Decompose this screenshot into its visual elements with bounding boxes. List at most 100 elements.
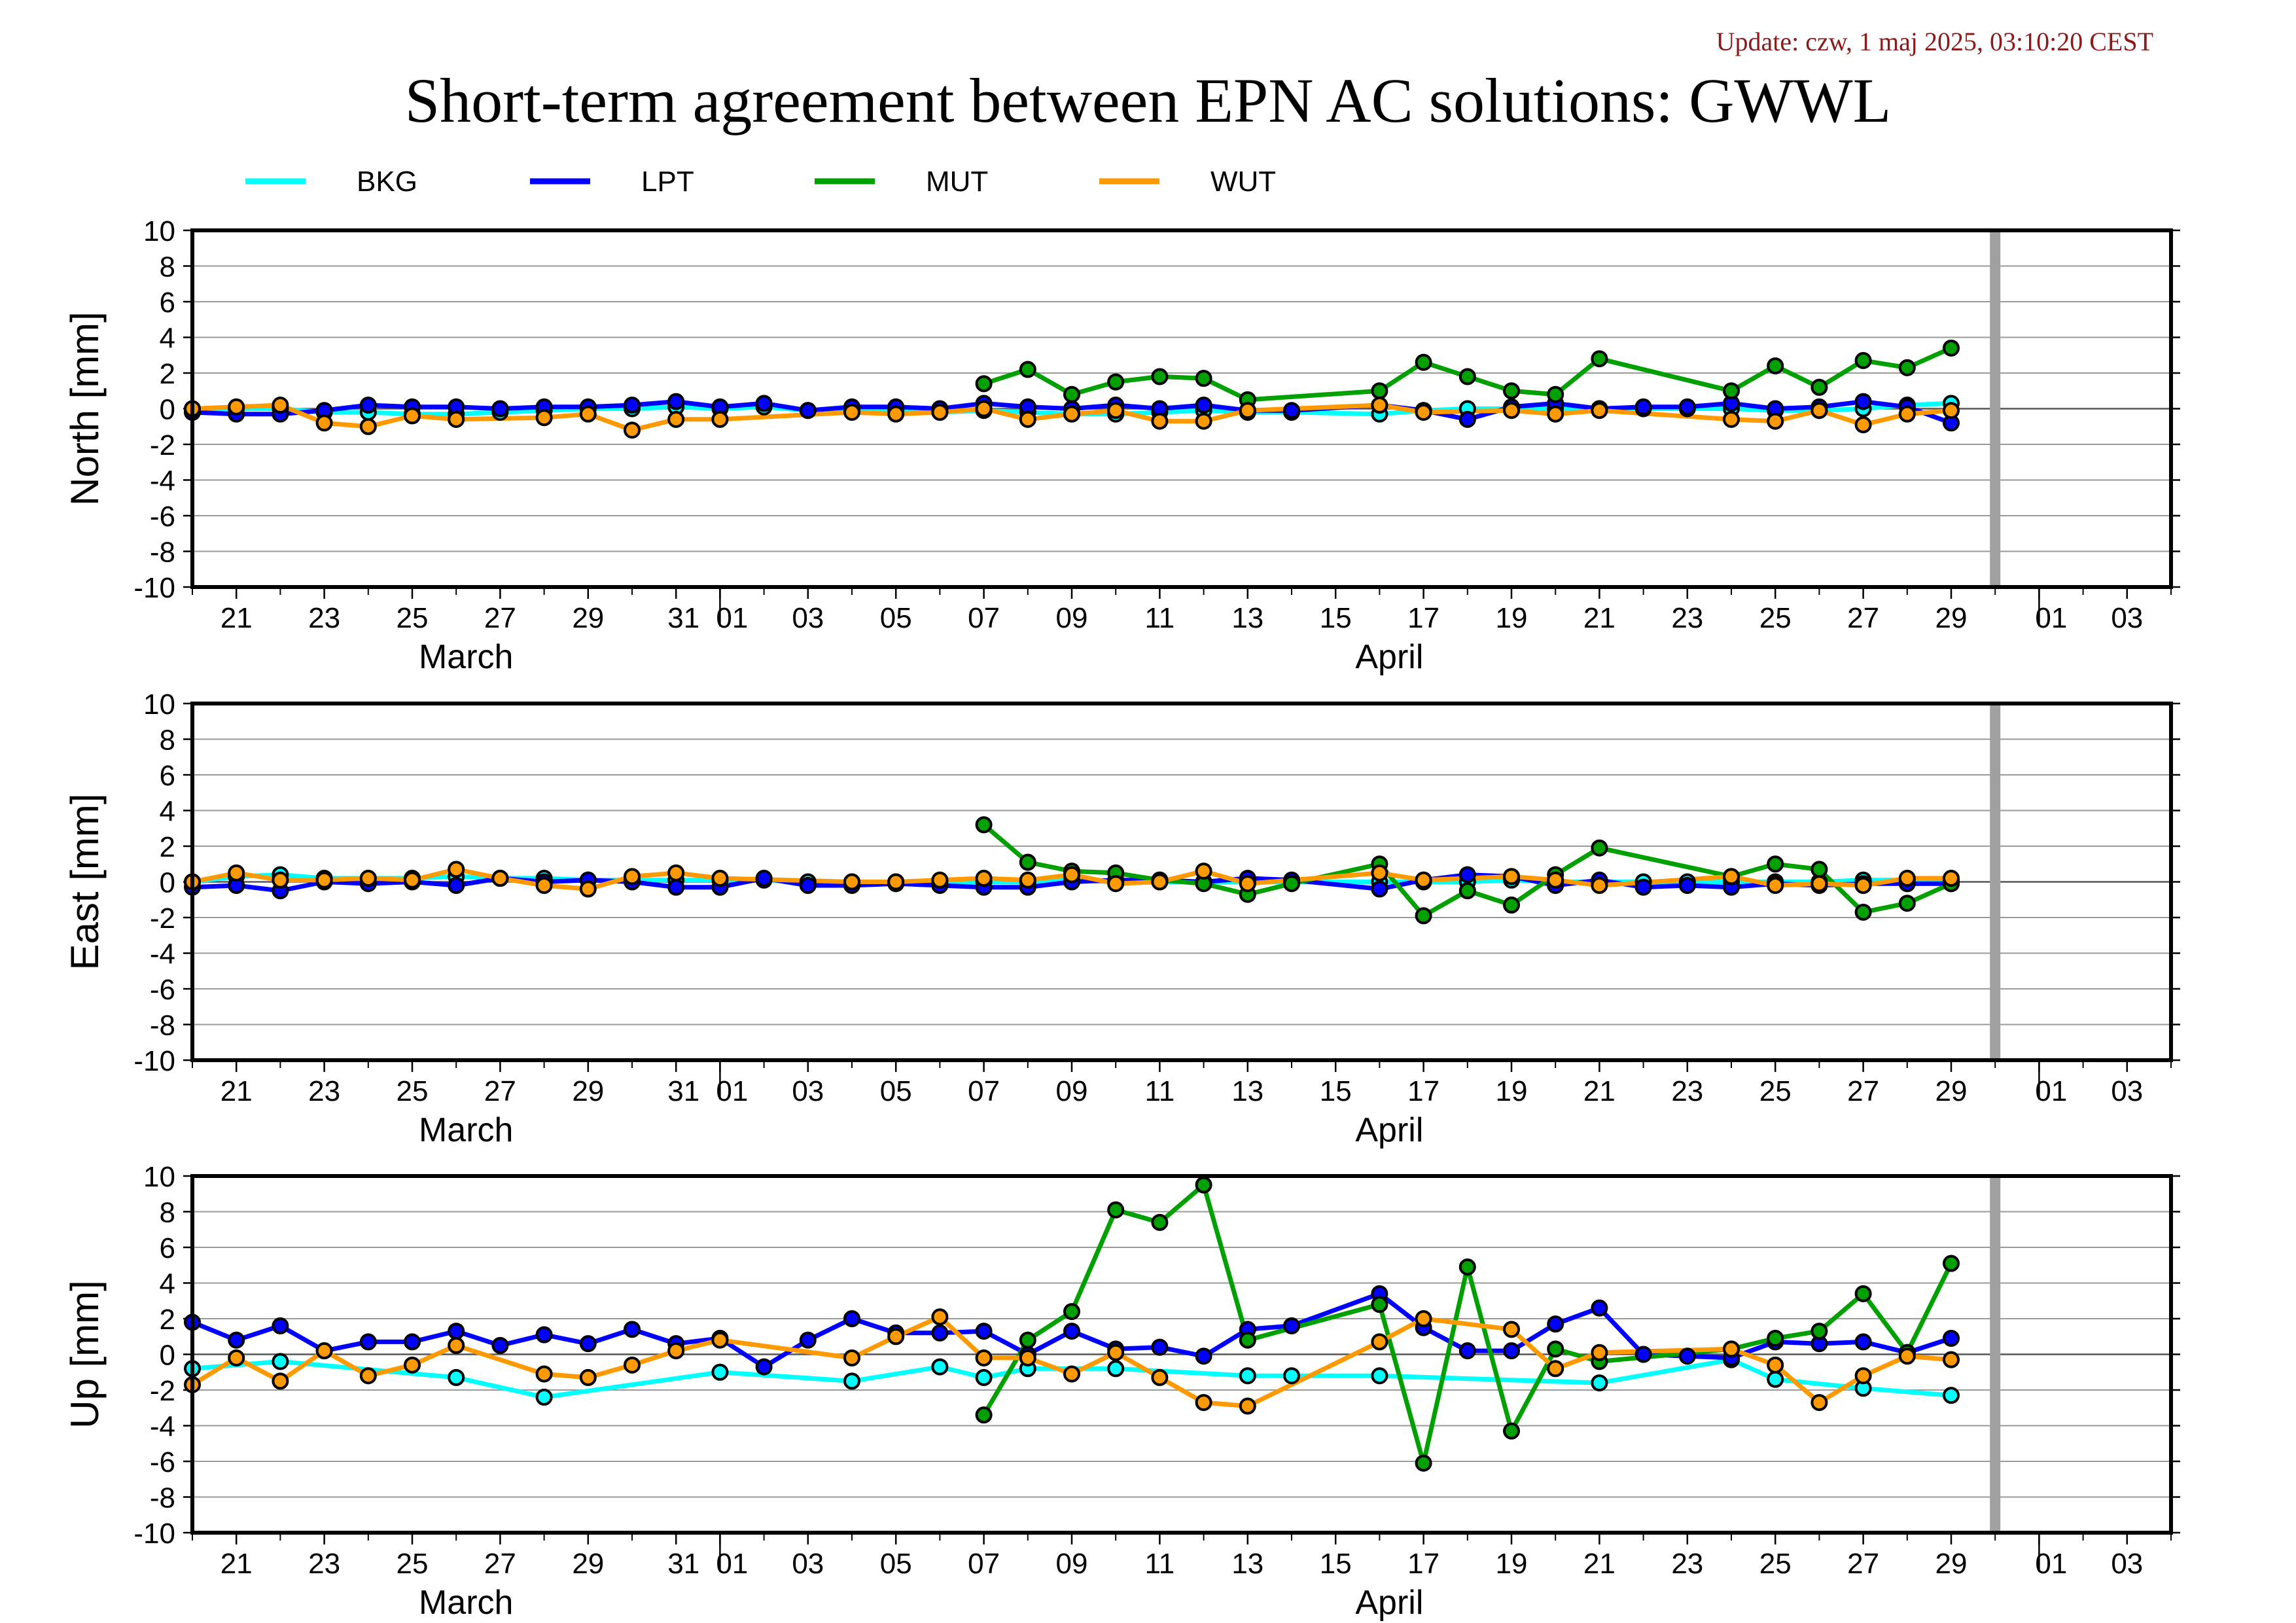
data-point-lpt (755, 870, 773, 887)
data-point-lpt (448, 1323, 465, 1340)
y-tick-label: -8 (150, 1482, 175, 1514)
y-tick-label: 2 (160, 831, 175, 863)
data-point-bkg (1107, 1360, 1125, 1378)
data-point-mut (1371, 1296, 1388, 1313)
data-point-mut (1854, 351, 1872, 369)
x-tick-label: 29 (572, 1548, 604, 1580)
y-tick-label: 2 (160, 1304, 175, 1336)
x-tick-label: 01 (2035, 1548, 2067, 1580)
data-point-mut (1854, 903, 1872, 921)
legend-label: MUT (926, 166, 988, 198)
data-point-wut (315, 871, 333, 889)
x-tick-label: 01 (716, 602, 748, 634)
x-tick-label: 19 (1496, 1075, 1528, 1107)
x-tick-label: 13 (1231, 602, 1263, 634)
data-point-wut (1898, 870, 1916, 887)
x-tick-label: 23 (1671, 602, 1703, 634)
data-point-wut (359, 1367, 377, 1385)
data-point-lpt (755, 395, 773, 412)
data-point-mut (1503, 382, 1520, 400)
data-point-wut (228, 398, 245, 416)
series-line-lpt (192, 399, 1952, 425)
data-point-wut (1810, 1394, 1828, 1412)
plot-frame (190, 228, 2173, 589)
data-point-wut (1151, 412, 1169, 430)
y-tick-label: -4 (150, 1411, 175, 1443)
data-point-mut (1767, 855, 1784, 873)
data-point-bkg (448, 1368, 465, 1386)
data-point-lpt (667, 393, 685, 410)
y-tick-label: -6 (150, 974, 175, 1006)
data-point-bkg (272, 1353, 289, 1370)
data-point-wut (1854, 1367, 1872, 1385)
x-tick-label: 09 (1056, 1548, 1088, 1580)
data-point-wut (1107, 1344, 1125, 1361)
y-tick-label: -4 (150, 465, 175, 497)
y-tick-label: -10 (133, 1045, 175, 1077)
data-point-wut (315, 414, 333, 432)
data-point-wut (1019, 1349, 1036, 1366)
data-point-mut (1943, 1255, 1960, 1272)
data-point-wut (1415, 1310, 1432, 1327)
x-tick-label: 03 (792, 602, 824, 634)
data-point-mut (1107, 1201, 1125, 1219)
x-tick-label: 23 (308, 602, 340, 634)
y-tick-label: 0 (160, 1340, 175, 1372)
data-point-lpt (1503, 1342, 1520, 1360)
x-tick-label: 27 (484, 1548, 516, 1580)
x-tick-label: 03 (792, 1075, 824, 1107)
data-point-bkg (931, 1358, 949, 1376)
x-tick-label: 27 (484, 1075, 516, 1107)
data-point-lpt (1854, 1333, 1872, 1351)
x-tick-label: 07 (968, 1075, 1000, 1107)
y-axis-label: North [mm] (63, 312, 107, 506)
data-point-lpt (579, 1335, 597, 1353)
data-point-lpt (1678, 1347, 1696, 1365)
x-tick-label: 13 (1231, 1548, 1263, 1580)
y-tick-label: 0 (160, 867, 175, 899)
x-tick-label: 25 (397, 1075, 429, 1107)
data-point-wut (1371, 1333, 1388, 1351)
data-point-lpt (799, 402, 817, 419)
data-point-lpt (359, 1333, 377, 1351)
data-point-wut (1063, 866, 1080, 883)
data-point-lpt (624, 397, 641, 414)
data-point-lpt (272, 1317, 289, 1334)
data-point-wut (228, 1349, 245, 1366)
y-tick-label: -10 (133, 1518, 175, 1550)
data-point-wut (1943, 870, 1960, 887)
x-tick-label: 23 (1671, 1548, 1703, 1580)
data-point-wut (535, 1365, 553, 1383)
data-point-wut (667, 1342, 685, 1360)
data-point-wut (1547, 871, 1564, 889)
data-point-mut (1107, 373, 1125, 391)
data-point-lpt (1854, 393, 1872, 410)
y-tick-label: 10 (143, 1161, 175, 1193)
data-point-mut (1283, 875, 1300, 893)
plot-frame (190, 1174, 2173, 1535)
x-tick-label: 01 (716, 1075, 748, 1107)
x-tick-label: 19 (1496, 602, 1528, 634)
data-point-wut (1019, 410, 1036, 428)
data-point-wut (887, 405, 905, 423)
data-point-wut (1239, 402, 1256, 419)
x-tick-label: 29 (572, 1075, 604, 1107)
data-point-mut (1151, 368, 1169, 385)
data-point-lpt (1634, 878, 1652, 896)
data-point-wut (1767, 1356, 1784, 1374)
data-point-lpt (1634, 398, 1652, 416)
data-point-wut (1239, 875, 1256, 893)
y-axis-label: Up [mm] (63, 1280, 107, 1429)
x-tick-label: 21 (221, 1075, 253, 1107)
data-point-wut (1723, 1340, 1740, 1358)
data-point-wut (359, 418, 377, 435)
data-point-lpt (1458, 410, 1476, 428)
month-label: April (1355, 1584, 1423, 1622)
legend-item-wut: WUT (1099, 166, 1276, 198)
data-point-mut (1458, 368, 1476, 385)
data-point-mut (1547, 1340, 1564, 1358)
series-line-lpt (192, 872, 1951, 893)
data-point-wut (404, 871, 421, 889)
data-point-wut (1898, 1347, 1916, 1365)
x-tick-label: 21 (1583, 1075, 1616, 1107)
